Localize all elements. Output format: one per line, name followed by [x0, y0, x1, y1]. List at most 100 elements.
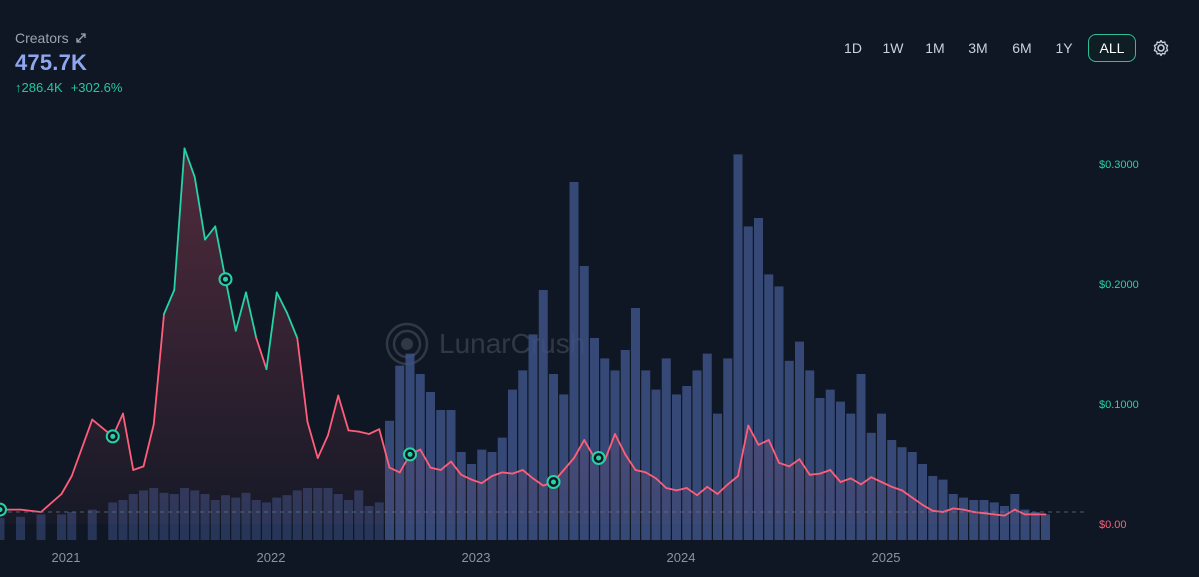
price-line-segment — [173, 147, 186, 291]
range-3m-button[interactable]: 3M — [968, 40, 988, 56]
price-line-segment — [368, 428, 381, 435]
settings-gear-icon[interactable] — [1151, 38, 1171, 58]
creator-bar — [682, 386, 692, 540]
metric-change: ↑286.4K +302.6% — [15, 80, 122, 95]
price-line-segment — [839, 477, 852, 483]
price-area-fill — [0, 148, 1046, 524]
price-line-segment — [532, 477, 545, 487]
creator-bar — [620, 350, 630, 540]
price-line-segment — [511, 469, 524, 475]
creator-bar — [600, 358, 610, 540]
price-line-segment — [378, 428, 391, 469]
price-line-segment — [337, 394, 350, 432]
creator-bar — [907, 452, 917, 540]
creator-bar — [846, 413, 856, 540]
creator-bar — [651, 389, 661, 540]
price-line-segment — [204, 225, 217, 241]
price-line-segment — [634, 469, 647, 474]
price-line-segment — [624, 453, 637, 471]
creator-bar — [590, 338, 599, 540]
creator-bar — [764, 274, 774, 540]
creator-bar — [825, 389, 835, 540]
creator-bar — [528, 334, 538, 540]
creator-bar — [938, 479, 948, 540]
price-line-segment — [665, 487, 678, 492]
price-line-segment — [480, 475, 493, 485]
creator-bar — [57, 514, 66, 540]
price-line-segment — [245, 291, 258, 339]
price-line-segment — [788, 458, 801, 468]
price-line-segment — [40, 493, 63, 513]
creator-bar — [795, 341, 804, 540]
price-line-segment — [921, 503, 934, 512]
price-line-segment — [193, 176, 206, 241]
x-tick-label: 2021 — [52, 550, 81, 565]
price-line-segment — [901, 489, 914, 499]
creator-bar — [713, 413, 722, 540]
price-line-segment — [767, 439, 780, 464]
creator-bar — [815, 398, 825, 540]
price-line-segment — [798, 458, 811, 476]
price-marker[interactable] — [105, 429, 120, 444]
range-1m-button[interactable]: 1M — [925, 40, 945, 56]
creator-bar — [518, 370, 528, 540]
creator-bar — [692, 370, 702, 540]
creator-bar — [1041, 514, 1050, 540]
price-line-segment — [347, 429, 360, 433]
x-tick-label: 2025 — [872, 550, 901, 565]
expand-icon[interactable] — [75, 32, 87, 44]
price-line-segment — [931, 509, 944, 513]
creator-bar — [928, 476, 938, 540]
creator-bar — [36, 514, 46, 540]
range-6m-button[interactable]: 6M — [1012, 40, 1032, 56]
time-range-selector: 1D 1W 1M 3M 6M 1Y ALL — [834, 34, 1136, 62]
creator-bar — [743, 226, 753, 540]
price-line-segment — [234, 291, 247, 332]
creator-bar — [508, 389, 517, 540]
y-tick-label: $0.00 — [1099, 519, 1127, 531]
price-marker[interactable] — [591, 451, 606, 465]
x-tick-label: 2024 — [667, 550, 696, 565]
price-line-segment — [911, 496, 924, 506]
price-marker[interactable] — [403, 447, 417, 462]
creator-bar — [754, 218, 763, 540]
creator-bar — [805, 370, 815, 540]
price-marker[interactable] — [0, 502, 7, 517]
metric-value: 475.7K — [15, 50, 88, 75]
range-all-button[interactable]: ALL — [1088, 34, 1136, 62]
price-line-segment — [696, 485, 709, 497]
price-line-segment — [880, 481, 893, 488]
price-line-segment — [501, 471, 514, 475]
price-line-segment — [562, 457, 575, 471]
price-line-segment — [952, 507, 965, 511]
price-markers — [0, 272, 606, 517]
creator-bar — [702, 353, 712, 540]
creator-bar — [631, 308, 640, 540]
metric-label-row: Creators — [15, 30, 122, 46]
price-line-segment — [757, 439, 770, 446]
price-line-segment — [819, 469, 832, 475]
creator-bar — [784, 360, 794, 540]
price-line-segment — [265, 291, 278, 371]
price-line-segment — [778, 461, 791, 468]
creator-bar — [836, 401, 845, 540]
x-tick-label: 2022 — [257, 550, 286, 565]
creator-bar — [733, 154, 743, 540]
price-line-segment — [726, 475, 739, 486]
creator-bar — [877, 413, 886, 540]
price-marker[interactable] — [546, 475, 561, 489]
price-line-segment — [491, 471, 504, 477]
price-line-segment — [644, 471, 657, 480]
price-line-segment — [183, 147, 196, 179]
price-marker[interactable] — [218, 272, 233, 287]
price-line-segment — [573, 439, 586, 459]
price-line-segment — [1003, 508, 1016, 517]
price-line-segment — [829, 469, 842, 483]
change-absolute: ↑286.4K — [15, 80, 63, 95]
range-1w-button[interactable]: 1W — [882, 40, 904, 56]
creator-bar — [856, 374, 866, 540]
price-line-segment — [19, 508, 42, 513]
range-1d-button[interactable]: 1D — [844, 40, 862, 56]
range-1y-button[interactable]: 1Y — [1055, 40, 1073, 56]
